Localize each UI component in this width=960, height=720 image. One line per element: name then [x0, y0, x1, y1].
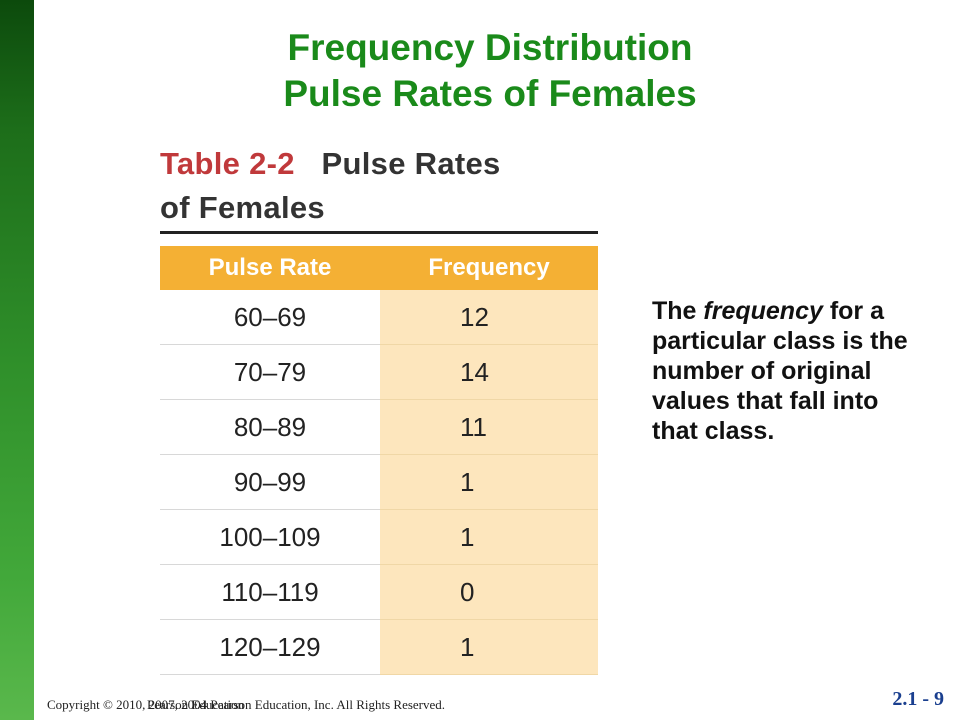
table-row: 80–89 11: [160, 399, 598, 455]
frequency-cell: 14: [380, 344, 598, 400]
copyright-overlay-text: Pearson Education: [147, 697, 245, 712]
pulse-rate-cell: 120–129: [160, 619, 380, 675]
table-row: 110–119 0: [160, 564, 598, 620]
column-header-frequency: Frequency: [380, 246, 598, 290]
frequency-cell: 1: [380, 619, 598, 675]
table-caption-text-line1: Pulse Rates: [321, 146, 501, 181]
caption-divider: [160, 231, 598, 234]
column-header-pulse-rate: Pulse Rate: [160, 246, 380, 290]
frequency-cell: 0: [380, 564, 598, 620]
table-row: 100–109 1: [160, 509, 598, 565]
side-accent-bar: [0, 0, 34, 720]
frequency-table: Pulse Rate Frequency 60–69 12 70–79 14 8…: [160, 246, 598, 675]
table-header-row: Pulse Rate Frequency: [160, 246, 598, 290]
definition-suffix: for a particular class is the number of …: [652, 297, 908, 445]
pulse-rate-cell: 100–109: [160, 509, 380, 565]
copyright-notice: Copyright © 2010, 2007, 2004 Pearson Edu…: [47, 697, 446, 712]
slide-number: 2.1 - 9: [892, 688, 944, 710]
slide-title-line2: Pulse Rates of Females: [283, 73, 697, 114]
pulse-rate-cell: 60–69: [160, 290, 380, 345]
table-caption-label: Table 2-2: [160, 146, 295, 181]
pulse-rate-cell: 80–89: [160, 399, 380, 455]
definition-prefix: The: [652, 297, 704, 325]
table-row: 120–129 1: [160, 619, 598, 675]
frequency-cell: 1: [380, 509, 598, 565]
pulse-rate-cell: 90–99: [160, 454, 380, 510]
table-caption: Table 2-2 Pulse Rates of Females: [160, 142, 600, 230]
frequency-cell: 1: [380, 454, 598, 510]
pulse-rate-cell: 110–119: [160, 564, 380, 620]
frequency-cell: 11: [380, 399, 598, 455]
frequency-definition: The frequency for a particular class is …: [652, 296, 912, 446]
pulse-rate-cell: 70–79: [160, 344, 380, 400]
slide-title-line1: Frequency Distribution: [287, 27, 693, 68]
table-row: 60–69 12: [160, 290, 598, 345]
frequency-cell: 12: [380, 290, 598, 345]
table-caption-text-line2: of Females: [160, 190, 325, 225]
table-row: 90–99 1: [160, 454, 598, 510]
definition-term: frequency: [703, 297, 823, 325]
table-row: 70–79 14: [160, 344, 598, 400]
